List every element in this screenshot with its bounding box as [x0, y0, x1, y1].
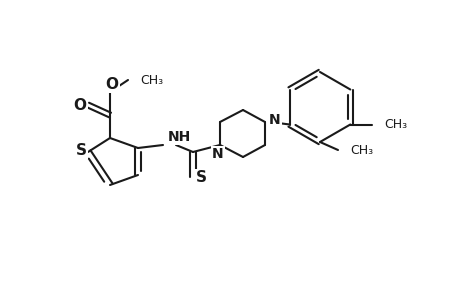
Text: CH₃: CH₃ — [349, 143, 372, 157]
Text: N: N — [212, 147, 224, 161]
Text: O: O — [105, 76, 118, 92]
Text: NH: NH — [168, 130, 191, 144]
Text: N: N — [269, 113, 280, 127]
Text: S: S — [75, 142, 86, 158]
Text: O: O — [73, 98, 86, 112]
Text: S: S — [195, 170, 206, 185]
Text: CH₃: CH₃ — [383, 118, 407, 131]
Text: CH₃: CH₃ — [140, 74, 163, 86]
